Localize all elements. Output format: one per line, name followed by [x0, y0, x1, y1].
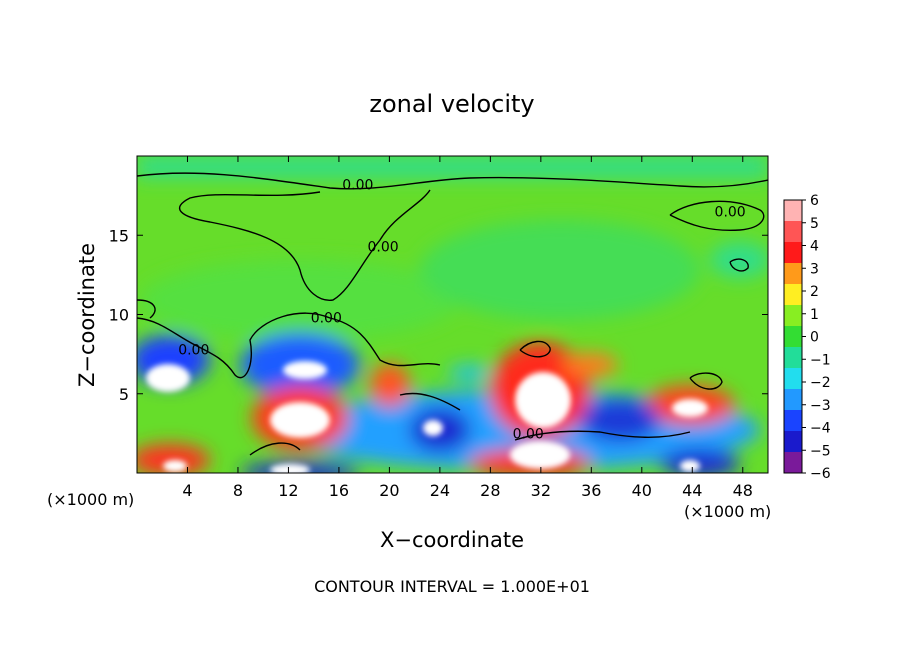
contour-label: 0.00	[715, 204, 746, 220]
contour-labels: 0.00 0.00 0.00 0.00 0.00 0.00	[178, 178, 746, 443]
colorbar-tick-label: 4	[810, 239, 819, 255]
x-tick-label: 36	[581, 481, 601, 500]
colorbar-tick-label: 2	[810, 284, 819, 300]
colorbar-swatch	[784, 389, 802, 411]
x-tick-label: 28	[480, 481, 500, 500]
colorbar-swatch	[784, 305, 802, 327]
colorbar-tick-label: 1	[810, 307, 819, 323]
colorbar-tick-label: −5	[810, 443, 831, 459]
y-axis: 5 10 15	[109, 226, 768, 404]
y-tick-label: 15	[109, 226, 129, 245]
contour-interval-note: CONTOUR INTERVAL = 1.000E+01	[314, 577, 590, 596]
colorbar-swatch	[784, 326, 802, 348]
x-tick-label: 48	[733, 481, 753, 500]
contour-label: 0.00	[342, 178, 373, 194]
colorbar-swatch	[784, 368, 802, 390]
contour-label: 0.00	[513, 426, 544, 442]
colorbar-tick-label: 3	[810, 261, 819, 277]
colorbar-tick-label: −4	[810, 421, 831, 437]
x-tick-label: 24	[430, 481, 450, 500]
y-axis-label: Z−coordinate	[75, 243, 99, 387]
colorbar-swatch	[784, 242, 802, 264]
colorbar-swatch	[784, 221, 802, 243]
x-tick-label: 32	[531, 481, 551, 500]
x-tick-label: 4	[182, 481, 192, 500]
colorbar-tick-label: −6	[810, 466, 831, 482]
colorbar-tick-label: −3	[810, 398, 831, 414]
colorbar: 6 5 4 3 2 1 0 −1 −2 −3 −4 −5 −6	[783, 193, 831, 482]
chart-title: zonal velocity	[369, 90, 534, 118]
colorbar-swatch	[784, 200, 802, 222]
colorbar-tick-label: 6	[810, 193, 819, 209]
x-tick-label: 16	[329, 481, 349, 500]
x-axis-label: X−coordinate	[380, 528, 524, 552]
x-tick-label: 40	[632, 481, 652, 500]
colorbar-tick-label: 0	[810, 330, 819, 346]
x-axis: 4 8 12 16 20 24 28 32 36 40 44 48	[182, 156, 753, 500]
colorbar-swatch	[784, 347, 802, 369]
contour-label: 0.00	[178, 342, 209, 358]
contour-label: 0.00	[311, 311, 342, 327]
x-tick-label: 8	[233, 481, 243, 500]
x-unit-left: (×1000 m)	[47, 490, 134, 509]
colorbar-tick-label: −2	[810, 375, 831, 391]
colorbar-tick-label: 5	[810, 216, 819, 232]
contour-label: 0.00	[368, 239, 399, 255]
velocity-field	[137, 156, 768, 473]
x-tick-label: 44	[682, 481, 702, 500]
zero-contours	[137, 172, 768, 456]
colorbar-swatch	[784, 284, 802, 306]
x-tick-label: 12	[278, 481, 298, 500]
colorbar-swatch	[784, 431, 802, 453]
y-tick-label: 10	[109, 306, 129, 325]
x-unit-right: (×1000 m)	[684, 502, 771, 521]
x-tick-label: 20	[379, 481, 399, 500]
colorbar-swatch	[784, 452, 802, 474]
y-tick-label: 5	[119, 385, 129, 404]
colorbar-tick-label: −1	[810, 352, 831, 368]
colorbar-swatch	[784, 410, 802, 432]
colorbar-swatch	[784, 263, 802, 285]
